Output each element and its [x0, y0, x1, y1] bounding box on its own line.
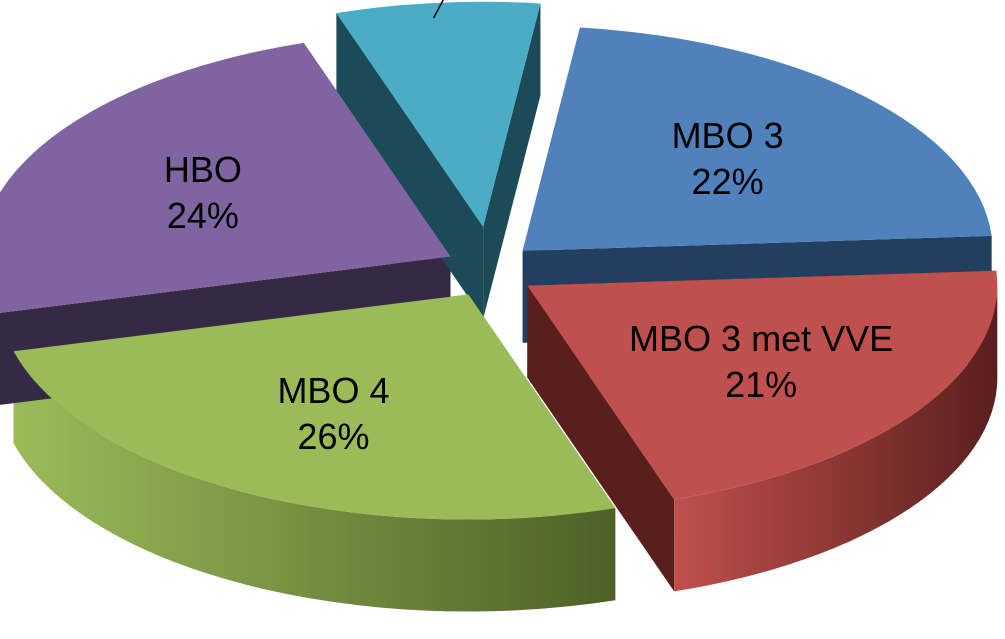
- pie-slice-side-wall: [527, 285, 675, 592]
- pie-slice-side-wall: [336, 13, 484, 319]
- pie-slice: [336, 1, 541, 227]
- pie-slice-label: MBO 3 met VVE: [629, 318, 893, 359]
- pie-slice-value-label: 22%: [692, 161, 764, 202]
- pie-slice: [13, 294, 616, 520]
- pie-slice: [527, 270, 998, 500]
- pie-slice-label: MBO 3: [672, 115, 784, 156]
- pie-slice-value-label: 24%: [167, 195, 239, 236]
- pie-slice-outer-wall: [13, 351, 616, 612]
- pie-slice-side-wall: [483, 3, 541, 319]
- pie-slice-value-label: 21%: [725, 364, 797, 405]
- pie-slice-outer-wall: [674, 285, 998, 592]
- pie-slice: [522, 27, 992, 251]
- pie-slice-value-label: 26%: [297, 416, 369, 457]
- pie-slice: [0, 42, 451, 313]
- leader-line: [432, 0, 445, 19]
- pie-slice-label: MBO 4: [277, 370, 389, 411]
- pie-slice-value-label: 7%: [466, 0, 518, 7]
- pie-tops: [0, 1, 998, 520]
- pie-slice-label: HBO: [164, 149, 242, 190]
